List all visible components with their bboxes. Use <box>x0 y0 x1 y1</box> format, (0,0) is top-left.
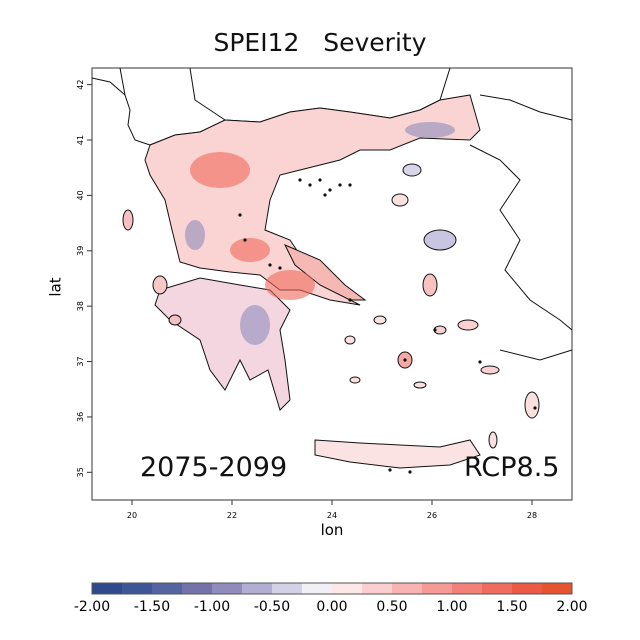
x-axis: 20 22 24 26 28 <box>127 500 537 520</box>
colorbar-tick-label: 1.00 <box>436 599 467 615</box>
colorbar-tick-label: 0.50 <box>376 599 407 615</box>
x-tick-label: 22 <box>227 511 237 520</box>
colorbar-tick-label: -1.50 <box>134 599 170 615</box>
colorbar-bin <box>512 583 543 594</box>
y-tick-label: 41 <box>76 135 85 145</box>
colorbar-bin <box>182 583 213 594</box>
y-tick-label: 39 <box>76 246 85 256</box>
y-tick-label: 35 <box>76 467 85 477</box>
y-tick-label: 42 <box>76 80 85 90</box>
colorbar-bin <box>482 583 513 594</box>
colorbar-bin <box>452 583 483 594</box>
colorbar-bin <box>92 583 123 594</box>
mainland <box>144 94 481 306</box>
zakynthos <box>168 314 182 326</box>
period-label: 2075-2099 <box>140 452 288 483</box>
euboea <box>283 244 367 301</box>
colorbar-bin <box>332 583 363 594</box>
colorbar-bin <box>212 583 243 594</box>
x-tick-label: 26 <box>427 511 437 520</box>
colorbar-bin <box>392 583 423 594</box>
chios <box>422 273 438 297</box>
x-axis-label: lon <box>320 521 344 539</box>
colorbar-tick-label: -0.50 <box>254 599 290 615</box>
y-axis-label: lat <box>46 277 65 297</box>
kefalonia <box>152 275 168 295</box>
kos <box>480 365 500 375</box>
colorbar-tick-label: -1.00 <box>194 599 230 615</box>
scenario-label: RCP8.5 <box>464 452 560 483</box>
colorbar-frame <box>91 582 573 595</box>
y-axis: 42 41 40 39 38 37 36 35 <box>76 80 92 477</box>
significance-dots <box>238 178 537 474</box>
negative-patches <box>185 122 455 345</box>
colorbar-tick-label: -2.00 <box>74 599 110 615</box>
colorbar-tick-label: 2.00 <box>556 599 587 615</box>
limnos <box>391 193 409 207</box>
samos <box>457 319 479 331</box>
colorbar-bin <box>542 583 573 594</box>
colorbar-bin <box>242 583 273 594</box>
thassos <box>402 163 422 177</box>
x-tick-label: 24 <box>327 511 337 520</box>
y-tick-label: 38 <box>76 301 85 311</box>
x-tick-label: 28 <box>527 511 537 520</box>
colorbar-bin <box>422 583 453 594</box>
colorbar-bin <box>362 583 393 594</box>
colorbar-bin <box>302 583 333 594</box>
x-tick-label: 20 <box>127 511 137 520</box>
rhodes <box>524 391 540 419</box>
colorbar-tick-label: 0.00 <box>316 599 347 615</box>
colorbar-bin <box>272 583 303 594</box>
colorbar-bin <box>122 583 153 594</box>
colorbar-bin <box>152 583 183 594</box>
severity-hotspots <box>190 152 315 300</box>
corfu <box>122 209 134 231</box>
crete <box>314 439 481 469</box>
map-title: SPEI12 Severity <box>213 28 427 57</box>
y-tick-label: 37 <box>76 356 85 366</box>
colorbar-tick-label: 1.50 <box>496 599 527 615</box>
y-tick-label: 36 <box>76 412 85 422</box>
colorbar: -2.00 -1.50 -1.00 -0.50 0.00 0.50 1.00 1.50 2.00 <box>74 582 588 615</box>
y-tick-label: 40 <box>76 190 85 200</box>
lesvos <box>423 229 457 251</box>
